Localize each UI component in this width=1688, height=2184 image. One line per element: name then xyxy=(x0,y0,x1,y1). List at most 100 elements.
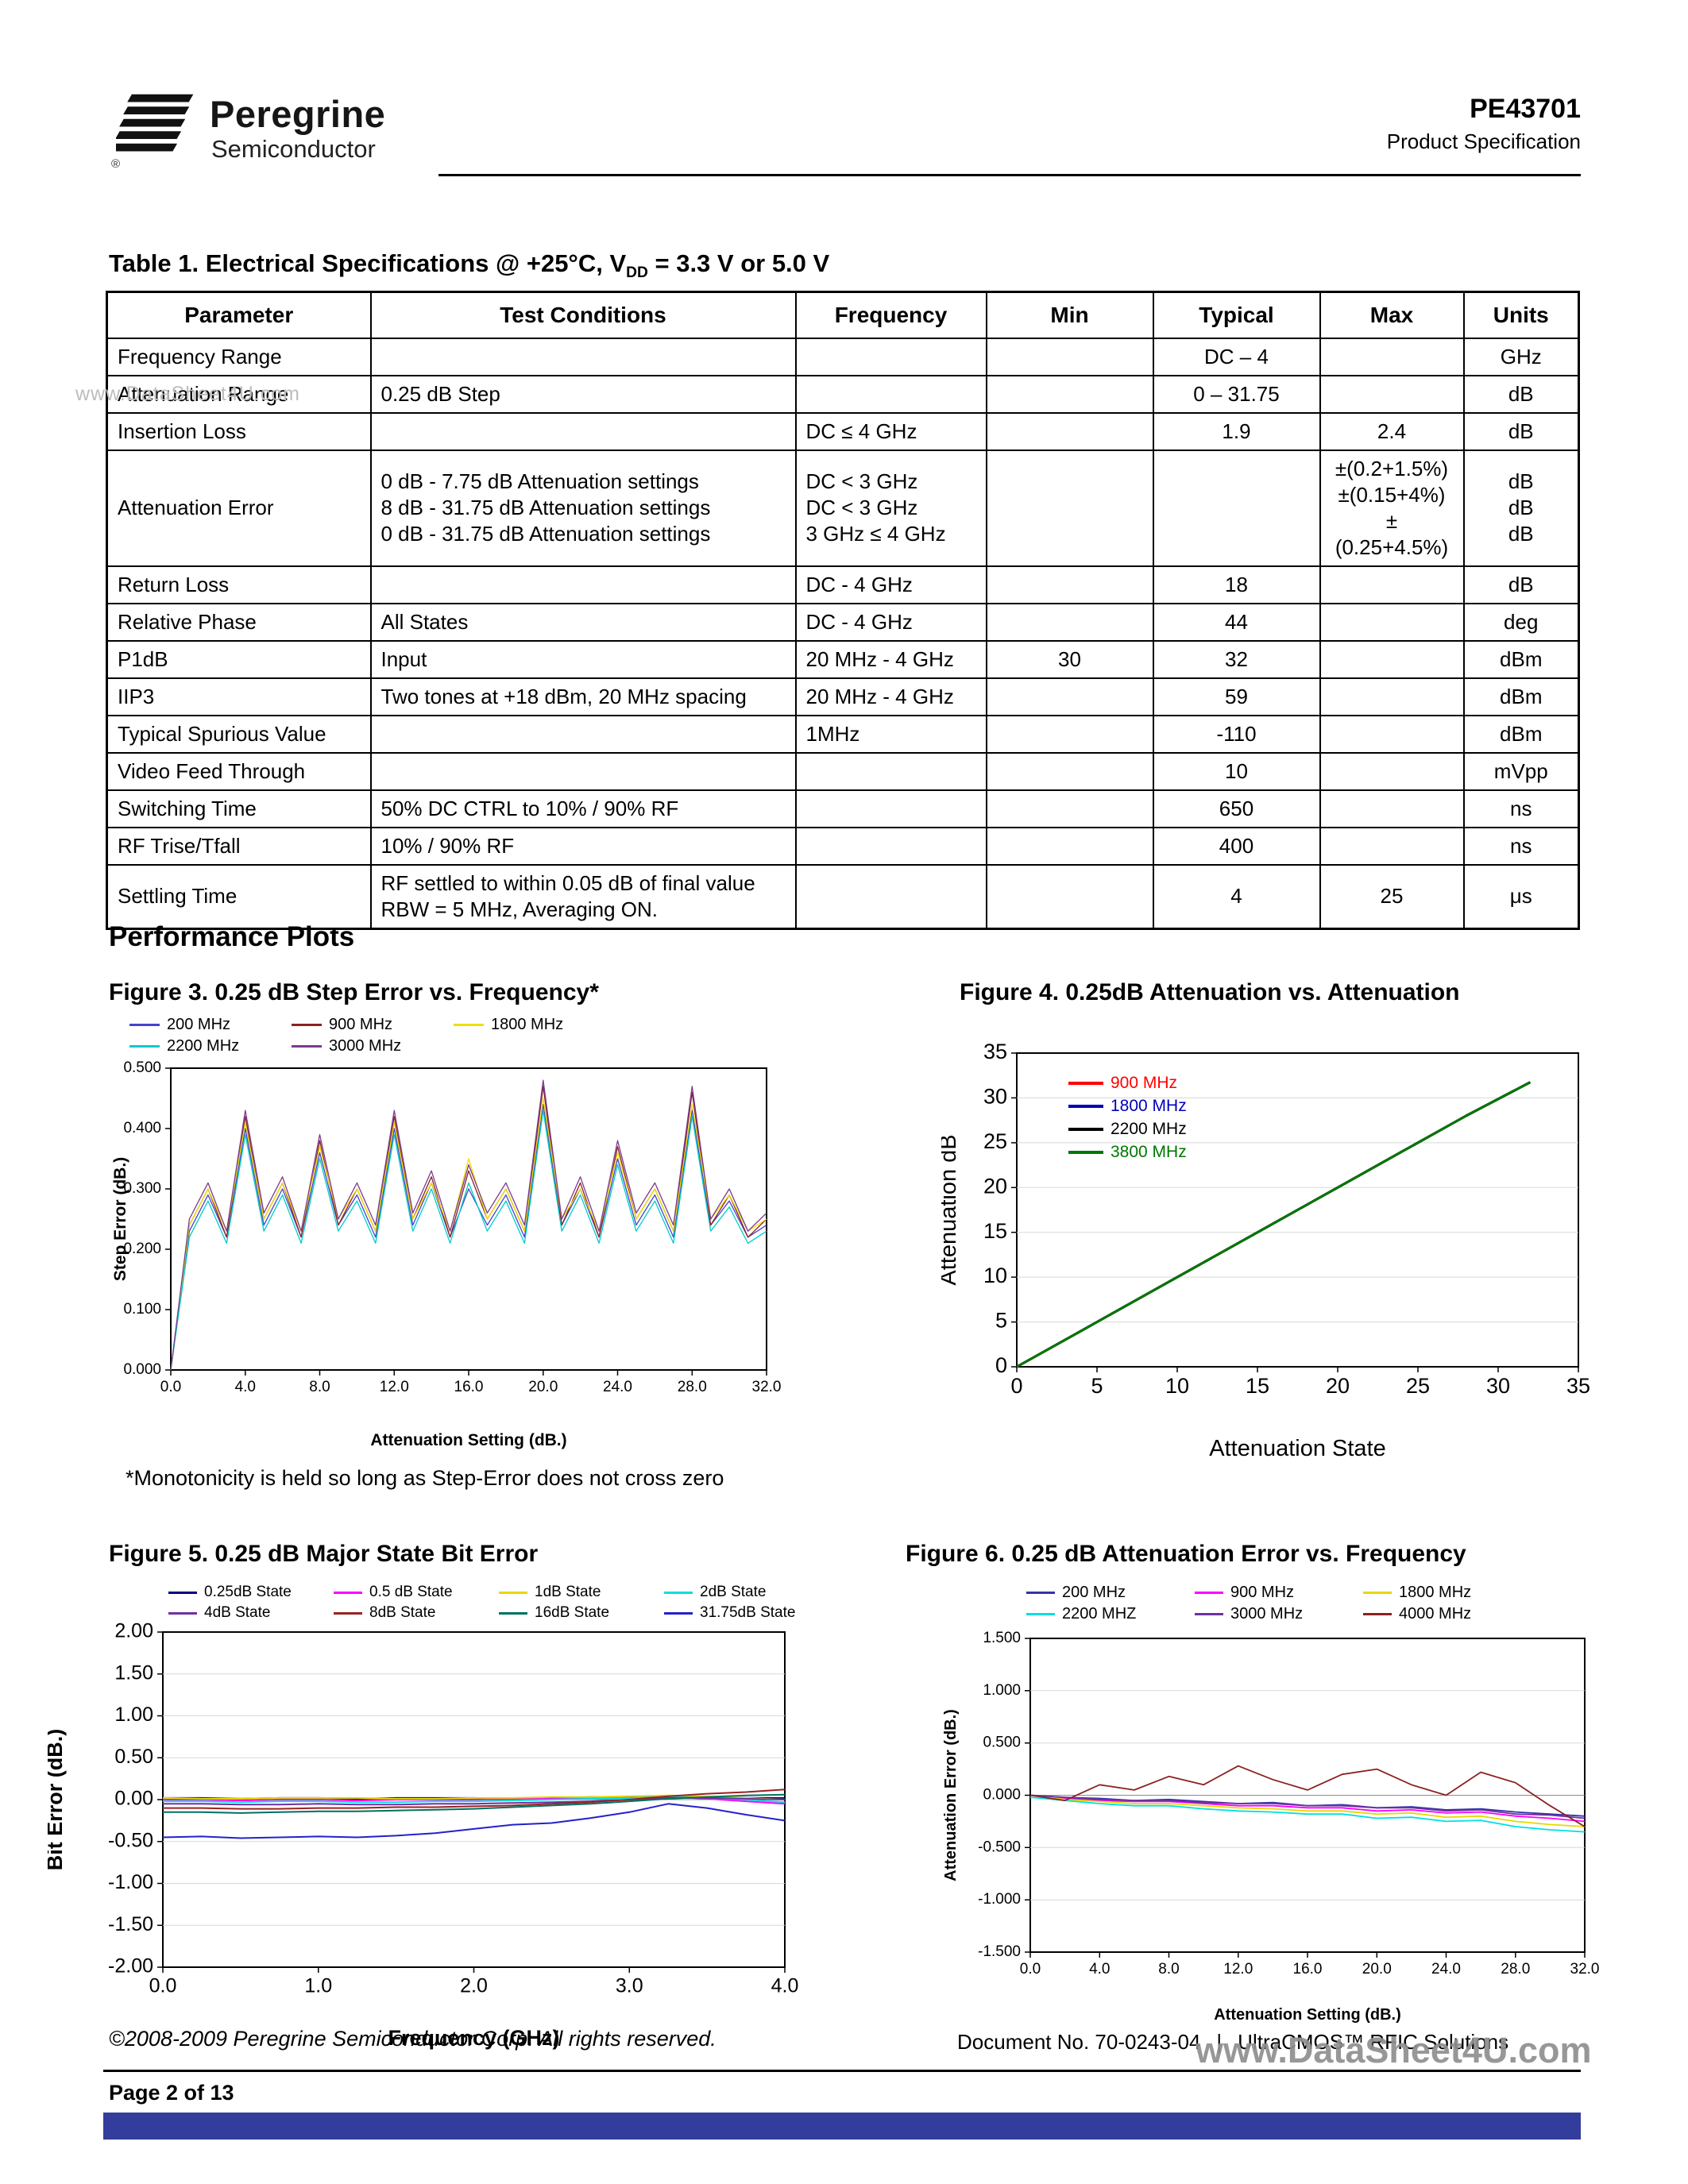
table-row: P1dB Input 20 MHz - 4 GHz 30 32 dBm xyxy=(106,639,1580,679)
cell-conditions xyxy=(369,714,797,754)
legend-label: 4dB State xyxy=(204,1604,271,1621)
legend-swatch xyxy=(664,1611,693,1615)
cell-frequency: 20 MHz - 4 GHz xyxy=(794,639,987,679)
figure4-title: Figure 4. 0.25dB Attenuation vs. Attenua… xyxy=(960,979,1460,1005)
doc-type: Product Specification xyxy=(1386,129,1581,153)
cell-units: dBm xyxy=(1462,714,1580,754)
legend-swatch xyxy=(129,1045,160,1048)
legend-label: 3000 MHz xyxy=(1230,1605,1304,1623)
legend-label: 900 MHz xyxy=(1230,1584,1295,1601)
logo-stripe xyxy=(123,106,190,114)
legend-item: 2dB State xyxy=(664,1584,810,1601)
cell-conditions xyxy=(369,565,797,604)
table-title-subscript: DD xyxy=(626,264,648,282)
x-tick-label: 12.0 xyxy=(380,1379,409,1395)
cell-max xyxy=(1319,751,1465,791)
series-line xyxy=(1029,1794,1586,1827)
table-row: Typical Spurious Value 1MHz -110 dBm xyxy=(106,714,1580,754)
cell-typical: 0 – 31.75 xyxy=(1152,374,1321,414)
header-rule xyxy=(438,174,1581,176)
logo-stripe xyxy=(127,94,194,102)
legend-label: 2200 MHZ xyxy=(1062,1605,1137,1623)
series-line xyxy=(1029,1794,1586,1823)
legend-swatch xyxy=(1363,1613,1392,1615)
legend-swatch xyxy=(499,1591,527,1594)
cell-typical: 400 xyxy=(1152,826,1321,866)
y-tick-label: 0 xyxy=(995,1353,1007,1377)
x-tick-label: 4.0 xyxy=(1089,1961,1110,1978)
registered-mark-icon: ® xyxy=(111,157,121,171)
table-row: Video Feed Through 10 mVpp xyxy=(106,751,1580,791)
cell-units: GHz xyxy=(1462,337,1580,376)
cell-units: dB dB dB xyxy=(1462,449,1580,567)
x-tick-label: 32.0 xyxy=(1570,1961,1600,1978)
legend-item: 1800 MHz xyxy=(454,1016,597,1034)
cell-units: dBm xyxy=(1462,639,1580,679)
legend-item: 1dB State xyxy=(499,1584,645,1601)
y-tick-label: 1.00 xyxy=(114,1704,153,1726)
column-header: Min xyxy=(985,291,1154,339)
x-axis-title: Attenuation State xyxy=(1209,1436,1386,1461)
y-axis-title: Attenuation Error (dB.) xyxy=(942,1709,960,1881)
chart-canvas: -1.500 -1.000 -0.500 0.000 0.500 1.000 1.500 0.… xyxy=(942,1630,1600,2024)
cell-parameter: Settling Time xyxy=(106,863,372,930)
y-tick-label: -1.000 xyxy=(978,1891,1021,1908)
legend-label: 2dB State xyxy=(700,1584,767,1600)
y-tick-label: 20 xyxy=(983,1174,1007,1198)
legend-label: 200 MHz xyxy=(167,1016,231,1033)
peregrine-logo xyxy=(116,94,194,152)
legend-item: 16dB State xyxy=(499,1604,645,1622)
cell-max: 2.4 xyxy=(1319,411,1465,451)
y-tick-label: 0.500 xyxy=(123,1059,161,1076)
logo-stripe xyxy=(116,143,178,152)
cell-units: dB xyxy=(1462,374,1580,414)
table-title: Table 1. Electrical Specifications @ +25… xyxy=(109,249,829,282)
legend-item: 2200 MHz xyxy=(1068,1120,1187,1139)
chart-canvas: 0.000 0.100 0.200 0.300 0.400 0.500 0.0 4.0 8.0 1… xyxy=(111,1059,781,1449)
cell-min xyxy=(985,789,1154,828)
cell-min xyxy=(985,411,1154,451)
logo-stripe xyxy=(116,131,182,139)
cell-max xyxy=(1319,677,1465,716)
y-tick-label: -1.500 xyxy=(978,1943,1021,1960)
cell-parameter: Frequency Range xyxy=(106,337,372,376)
legend-swatch xyxy=(334,1591,362,1594)
x-tick-label: 12.0 xyxy=(1223,1961,1253,1978)
x-tick-label: 16.0 xyxy=(454,1379,484,1395)
series-line xyxy=(170,1079,767,1371)
x-tick-label: 25 xyxy=(1406,1374,1430,1398)
figure4-chart: 0 5 10 15 20 25 30 35 0 5 10 15 20 25 30 35 Attenuation … xyxy=(936,1031,1593,1464)
cell-units: ns xyxy=(1462,789,1580,828)
series-line xyxy=(170,1098,767,1371)
watermark-side: www.DataSheet4U.com xyxy=(75,383,301,405)
cell-conditions: 10% / 90% RF xyxy=(369,826,797,866)
figure5-legend: 0.25dB State 0.5 dB State 1dB State 2dB Sta… xyxy=(168,1584,810,1622)
y-tick-label: 0.300 xyxy=(123,1180,161,1197)
brand-subtitle: Semiconductor xyxy=(211,135,376,163)
cell-units: dB xyxy=(1462,565,1580,604)
cell-conditions: Two tones at +18 dBm, 20 MHz spacing xyxy=(369,677,797,716)
x-tick-label: 15 xyxy=(1246,1374,1269,1398)
legend-label: 1800 MHz xyxy=(1111,1097,1187,1115)
legend-label: 200 MHz xyxy=(1062,1584,1126,1601)
y-tick-label: 1.000 xyxy=(983,1682,1021,1699)
electrical-specifications-table: Parameter Test Conditions Frequency Min Typi… xyxy=(106,291,1580,930)
cell-conditions: Input xyxy=(369,639,797,679)
legend-swatch xyxy=(292,1045,322,1048)
x-tick-label: 20.0 xyxy=(1362,1961,1392,1978)
cell-max xyxy=(1319,602,1465,642)
brand-name: Peregrine xyxy=(210,93,386,135)
cell-conditions: RF settled to within 0.05 dB of final va… xyxy=(369,863,797,930)
figure6-chart: -1.500 -1.000 -0.500 0.000 0.500 1.000 1.500 0.… xyxy=(941,1626,1601,2028)
legend-swatch xyxy=(292,1024,322,1026)
legend-swatch xyxy=(1068,1082,1103,1085)
figure5-chart: -2.00 -1.50 -1.00 -0.50 0.00 0.50 1.00 1.50 2.00… xyxy=(43,1620,802,2053)
legend-item: 3800 MHz xyxy=(1068,1143,1187,1162)
section-heading-performance-plots: Performance Plots xyxy=(109,921,355,952)
cell-typical: 59 xyxy=(1152,677,1321,716)
x-tick-label: 10 xyxy=(1165,1374,1189,1398)
cell-frequency xyxy=(794,863,987,930)
legend-swatch xyxy=(454,1024,484,1026)
figure6-legend: 200 MHz 900 MHz 1800 MHz 2200 MHZ 3000 MHz 40… xyxy=(1026,1584,1512,1623)
figure3-footnote: *Monotonicity is held so long as Step-Er… xyxy=(126,1466,724,1490)
